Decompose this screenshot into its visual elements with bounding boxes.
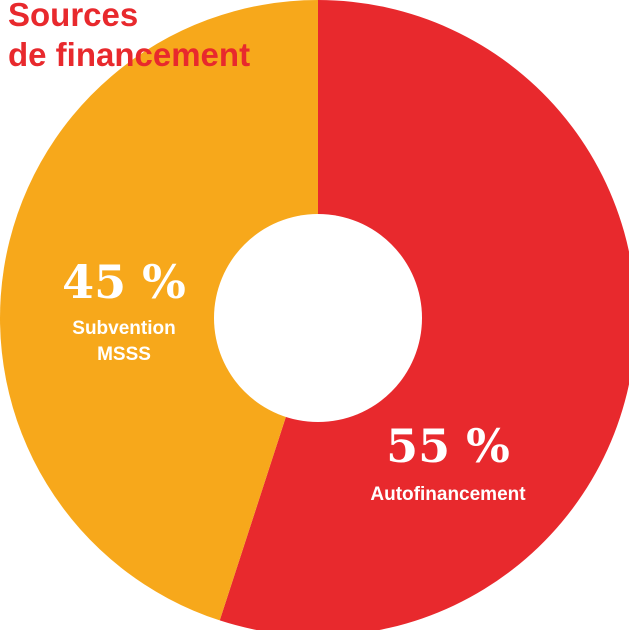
slice-autofinancement: [219, 0, 629, 630]
slice-labels: 55 % Autofinancement 45 % Subvention MSSS: [62, 255, 526, 505]
category-label-autofinancement-line-1: Autofinancement: [370, 484, 526, 505]
value-label-subvention-msss: 45 %: [62, 255, 186, 309]
donut-hole: [214, 214, 422, 422]
slice-subvention-msss: [0, 0, 319, 621]
chart-title: Sources de financement: [8, 0, 250, 73]
category-label-subvention-msss-line-1: Subvention: [72, 318, 175, 339]
chart-title-line-1: Sources: [8, 0, 138, 33]
value-label-autofinancement: 55 %: [386, 419, 510, 473]
category-label-subvention-msss-line-2: MSSS: [97, 344, 151, 365]
chart-title-line-2: de financement: [8, 36, 250, 73]
